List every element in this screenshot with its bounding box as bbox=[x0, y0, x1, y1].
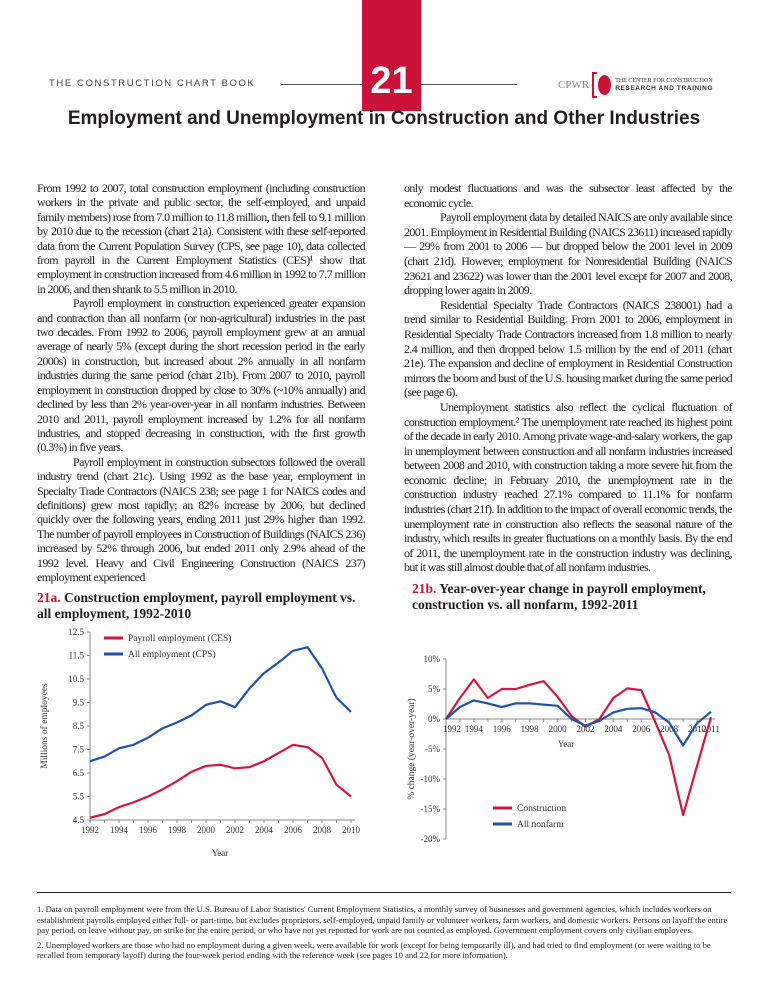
y-tick-label: -10% bbox=[421, 774, 441, 784]
legend-label: All employment (CPS) bbox=[128, 649, 216, 660]
x-tick-label: 2011 bbox=[702, 724, 720, 734]
logo-line2: RESEARCH AND TRAINING bbox=[615, 85, 714, 92]
x-tick-label: 1994 bbox=[110, 825, 129, 835]
chapter-number: 21 bbox=[362, 0, 421, 111]
logo-abbr: CPWR bbox=[558, 79, 590, 91]
legend-label: All nonfarm bbox=[517, 819, 564, 830]
y-tick-label: 0% bbox=[428, 714, 441, 724]
x-tick-label: 1998 bbox=[168, 825, 187, 835]
logo-line1: THE CENTER FOR CONSTRUCTION bbox=[615, 78, 713, 84]
x-tick-label: 1996 bbox=[139, 825, 158, 835]
y-tick-label: 10.5 bbox=[68, 674, 84, 684]
legend-label: Payroll employment (CES) bbox=[128, 633, 231, 644]
y-tick-label: 7.5 bbox=[73, 745, 85, 755]
x-tick-label: 2008 bbox=[313, 825, 332, 835]
paragraph: From 1992 to 2007, total construction em… bbox=[37, 181, 366, 296]
footnote-2: 2. Unemployed workers are those who had … bbox=[37, 939, 711, 961]
y-tick-label: 6.5 bbox=[73, 768, 85, 778]
y-tick-label: 12.5 bbox=[68, 627, 84, 637]
chart-21a-title: 21a. Construction employment, payroll em… bbox=[37, 590, 356, 621]
paragraph: Payroll employment in construction subse… bbox=[37, 454, 366, 584]
y-tick-label: 11.5 bbox=[69, 651, 85, 661]
x-tick-label: 2004 bbox=[255, 825, 274, 835]
x-tick-label: 2010 bbox=[688, 724, 707, 734]
book-title: THE CONSTRUCTION CHART BOOK bbox=[49, 78, 256, 89]
x-tick-label: 2006 bbox=[284, 825, 303, 835]
x-tick-label: 1996 bbox=[493, 724, 512, 734]
x-tick-label: 2000 bbox=[549, 724, 568, 734]
paragraph: Payroll employment data by detailed NAIC… bbox=[404, 210, 733, 298]
paragraph: Residential Specialty Trade Contractors … bbox=[404, 297, 733, 400]
paragraph: Unemployment statistics also reflect the… bbox=[404, 399, 733, 575]
x-tick-label: 2010 bbox=[342, 825, 361, 835]
logo-mark-icon bbox=[592, 72, 612, 98]
x-tick-label: 2002 bbox=[226, 825, 244, 835]
x-axis-label: Year bbox=[212, 848, 229, 858]
y-tick-label: -20% bbox=[421, 834, 441, 844]
x-axis-label: Year bbox=[558, 739, 575, 749]
paragraph: Payroll employment in construction exper… bbox=[37, 296, 366, 455]
right-column: only modest fluctuations and was the sub… bbox=[404, 181, 733, 575]
footnote-divider bbox=[37, 892, 731, 893]
x-tick-label: 1992 bbox=[81, 825, 99, 835]
y-tick-label: 9.5 bbox=[73, 698, 85, 708]
y-axis-label: % change (year-over-year) bbox=[406, 698, 417, 799]
x-tick-label: 2008 bbox=[660, 724, 679, 734]
header-divider bbox=[281, 84, 362, 85]
series-line-all-employment-cps- bbox=[89, 646, 352, 763]
x-tick-label: 1998 bbox=[521, 724, 540, 734]
series-line-construction bbox=[445, 678, 713, 817]
y-tick-label: 8.5 bbox=[73, 721, 85, 731]
y-tick-label: 10% bbox=[424, 654, 441, 664]
series-line-payroll-employment-ces- bbox=[89, 743, 352, 819]
y-tick-label: 4.5 bbox=[73, 815, 85, 825]
x-tick-label: 1992 bbox=[443, 724, 461, 734]
x-tick-label: 1994 bbox=[465, 724, 484, 734]
header-divider bbox=[421, 84, 517, 85]
paragraph: only modest fluctuations and was the sub… bbox=[404, 181, 733, 210]
y-tick-label: 5% bbox=[428, 684, 441, 694]
x-tick-label: 2000 bbox=[197, 825, 216, 835]
x-tick-label: 2002 bbox=[576, 724, 594, 734]
footnotes: 1. Data on payroll employment were from … bbox=[37, 904, 731, 965]
footnote-1: 1. Data on payroll employment were from … bbox=[37, 904, 728, 936]
y-tick-label: -5% bbox=[425, 744, 440, 754]
series-line-all-nonfarm bbox=[445, 699, 712, 747]
y-axis-label: Millions of employees bbox=[39, 683, 50, 769]
chart-21b: 10% 5% 0% -5% -10% -15% -20% 1992 1994 1996 1998 20… bbox=[406, 654, 720, 844]
legend-label: Construction bbox=[517, 804, 566, 814]
y-tick-label: -15% bbox=[421, 804, 441, 814]
x-tick-label: 2004 bbox=[604, 724, 623, 734]
chart-21b-title: 21b. Year-over-year change in payroll em… bbox=[412, 581, 706, 612]
y-tick-label: 5.5 bbox=[73, 792, 85, 802]
cpwr-logo: CPWR THE CENTER FOR CONSTRUCTION RESEARCH… bbox=[558, 72, 713, 98]
left-column: From 1992 to 2007, total construction em… bbox=[37, 181, 366, 584]
page-title: Employment and Unemployment in Construct… bbox=[67, 108, 701, 129]
x-tick-label: 2006 bbox=[632, 724, 651, 734]
